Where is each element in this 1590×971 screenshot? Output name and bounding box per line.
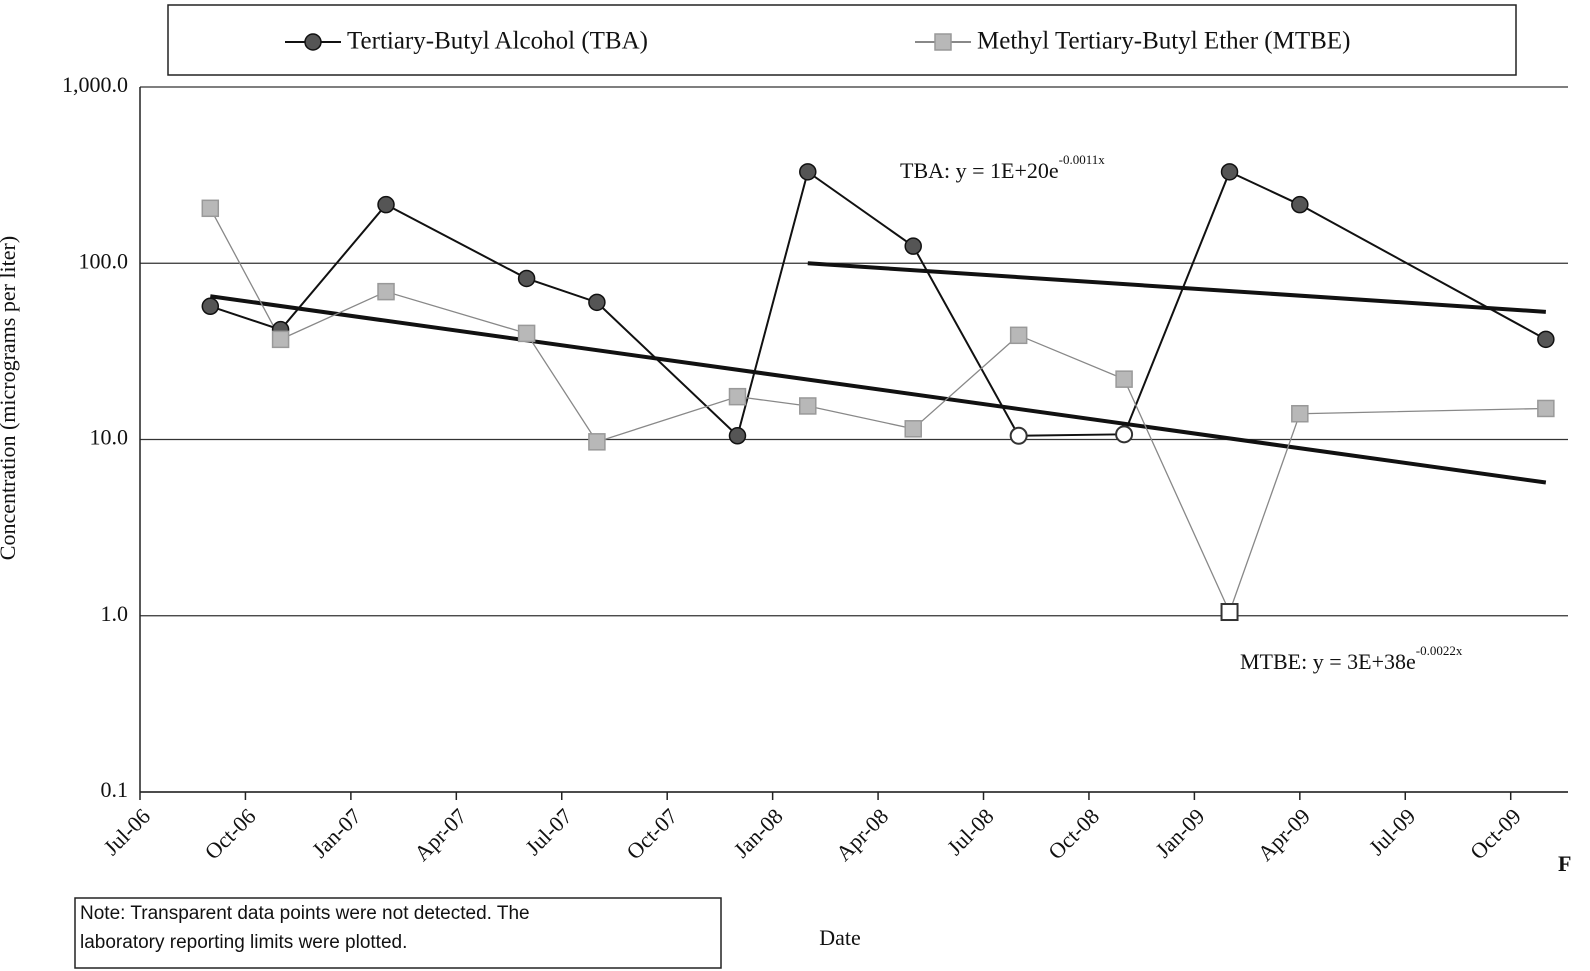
data-point xyxy=(1115,370,1133,388)
x-tick-label: Jul-08 xyxy=(942,803,999,860)
x-tick-label: Jan-09 xyxy=(1150,803,1209,862)
data-point xyxy=(1537,399,1555,418)
x-tick-label: Apr-07 xyxy=(409,803,471,865)
data-point xyxy=(588,433,606,451)
data-point xyxy=(201,297,220,316)
data-point xyxy=(271,330,290,349)
x-tick-label: Oct-08 xyxy=(1043,803,1104,864)
data-point xyxy=(728,427,747,445)
data-point xyxy=(904,420,922,438)
data-point xyxy=(1291,195,1309,214)
y-tick-label: 100.0 xyxy=(79,248,129,273)
equation-exponent: -0.0022x xyxy=(1416,643,1463,658)
data-point xyxy=(728,387,747,406)
data-point xyxy=(377,195,395,214)
x-tick-label: Jul-09 xyxy=(1364,803,1421,860)
equation-exponent: -0.0011x xyxy=(1059,152,1106,167)
legend-label: Methyl Tertiary-Butyl Ether (MTBE) xyxy=(977,28,1350,55)
trendline-equation: TBA: y = 1E+20e-0.0011x xyxy=(900,152,1105,183)
y-axis-label: Concentration (micrograms per liter) xyxy=(0,236,20,560)
x-tick-label: Apr-08 xyxy=(831,803,893,865)
equation-text: TBA: y = 1E+20e xyxy=(900,158,1059,183)
data-point xyxy=(377,282,395,301)
trendline-equation: MTBE: y = 3E+38e-0.0022x xyxy=(1240,643,1463,674)
annotation: F xyxy=(1558,851,1571,876)
note-line: Note: Transparent data points were not d… xyxy=(80,903,530,924)
data-point xyxy=(1220,603,1239,622)
x-tick-label: Jan-07 xyxy=(307,803,366,862)
data-point xyxy=(1220,163,1239,181)
data-point xyxy=(1115,425,1134,444)
trendline xyxy=(210,294,1547,485)
data-point xyxy=(1009,326,1028,345)
equation-text: MTBE: y = 3E+38e xyxy=(1240,649,1416,674)
x-tick-label: Jul-07 xyxy=(520,803,577,860)
x-axis-label: Date xyxy=(819,925,861,950)
note-line: laboratory reporting limits were plotted… xyxy=(80,932,407,953)
x-tick-label: Oct-07 xyxy=(621,803,682,864)
x-tick-label: Apr-09 xyxy=(1253,803,1315,865)
x-tick-label: Jan-08 xyxy=(729,803,788,862)
data-point xyxy=(904,237,922,255)
x-tick-label: Oct-06 xyxy=(200,803,261,864)
x-tick-label: Oct-09 xyxy=(1465,803,1526,864)
legend-box xyxy=(167,4,1517,76)
legend-marker xyxy=(934,33,952,51)
data-point xyxy=(1537,330,1555,349)
legend-marker xyxy=(304,33,322,51)
data-point xyxy=(1291,404,1309,423)
data-point xyxy=(1009,426,1028,445)
data-point xyxy=(799,163,817,181)
y-tick-label: 10.0 xyxy=(90,425,129,450)
data-point xyxy=(201,199,220,218)
data-point xyxy=(517,269,536,288)
note-box xyxy=(74,897,722,969)
data-point xyxy=(799,397,817,415)
trendline xyxy=(807,261,1546,314)
y-tick-label: 0.1 xyxy=(101,777,129,802)
series-line xyxy=(209,170,1547,438)
y-tick-label: 1,000.0 xyxy=(62,72,128,97)
data-point xyxy=(517,324,536,343)
y-tick-label: 1.0 xyxy=(101,601,129,626)
x-tick-label: Jul-06 xyxy=(99,803,156,860)
legend-label: Tertiary-Butyl Alcohol (TBA) xyxy=(347,28,648,55)
data-point xyxy=(588,293,606,312)
